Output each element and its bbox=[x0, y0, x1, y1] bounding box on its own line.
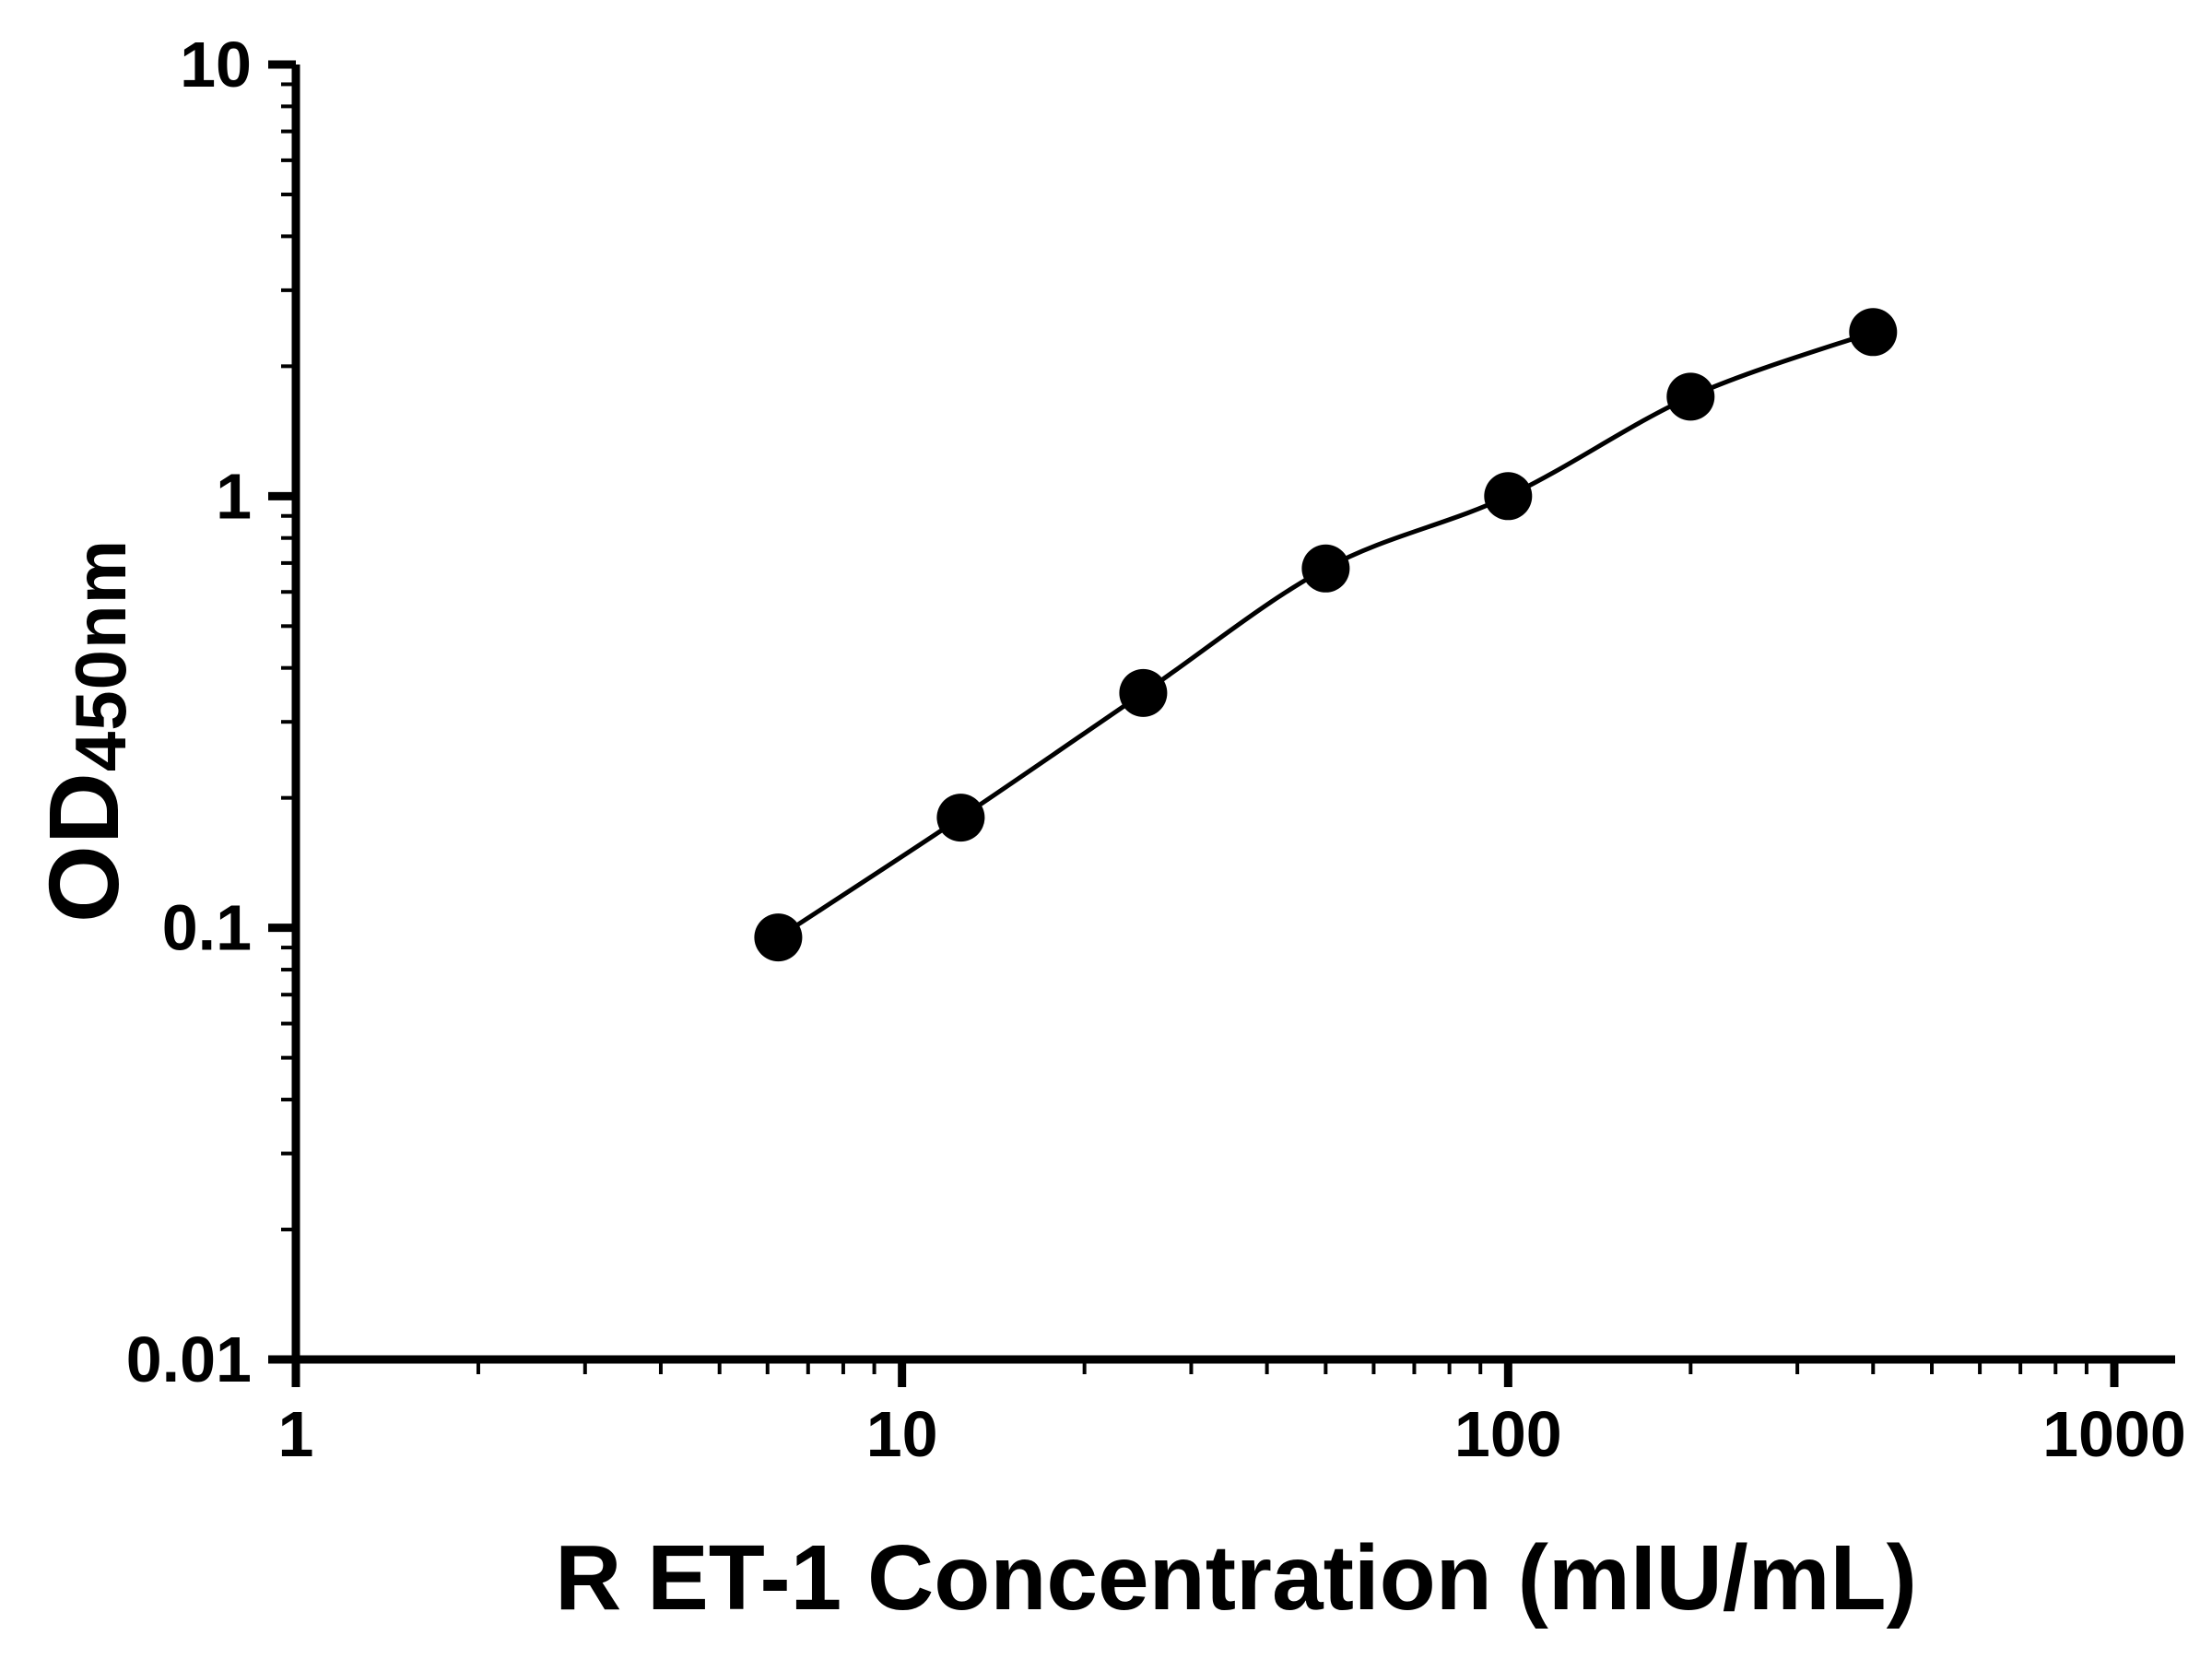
x-axis-title: R ET-1 Concentration (mIU/mL) bbox=[555, 1526, 1917, 1630]
standard-curve-line bbox=[777, 329, 1875, 940]
data-point-marker bbox=[1119, 668, 1168, 717]
data-point-marker bbox=[1849, 308, 1898, 357]
x-tick-label: 10 bbox=[866, 1398, 938, 1470]
y-tick-label: 10 bbox=[180, 29, 252, 100]
y-axis-title: OD 450nm bbox=[26, 491, 146, 971]
y-tick-label: 1 bbox=[216, 460, 252, 532]
x-tick-label: 1 bbox=[278, 1398, 314, 1470]
x-tick-label: 100 bbox=[1454, 1398, 1562, 1470]
y-axis-title-sub: 450nm bbox=[60, 538, 141, 772]
y-tick-label: 0.1 bbox=[162, 892, 252, 964]
data-point-marker bbox=[1484, 472, 1533, 521]
y-axis-title-main: OD bbox=[28, 771, 139, 924]
x-tick-label: 1000 bbox=[2042, 1398, 2186, 1470]
data-point-marker bbox=[1666, 372, 1715, 421]
data-point-marker bbox=[936, 794, 985, 842]
data-point-marker bbox=[754, 913, 803, 962]
data-point-marker bbox=[1301, 544, 1350, 593]
y-tick-label: 0.01 bbox=[126, 1324, 252, 1395]
axes-spine bbox=[291, 65, 2175, 1364]
